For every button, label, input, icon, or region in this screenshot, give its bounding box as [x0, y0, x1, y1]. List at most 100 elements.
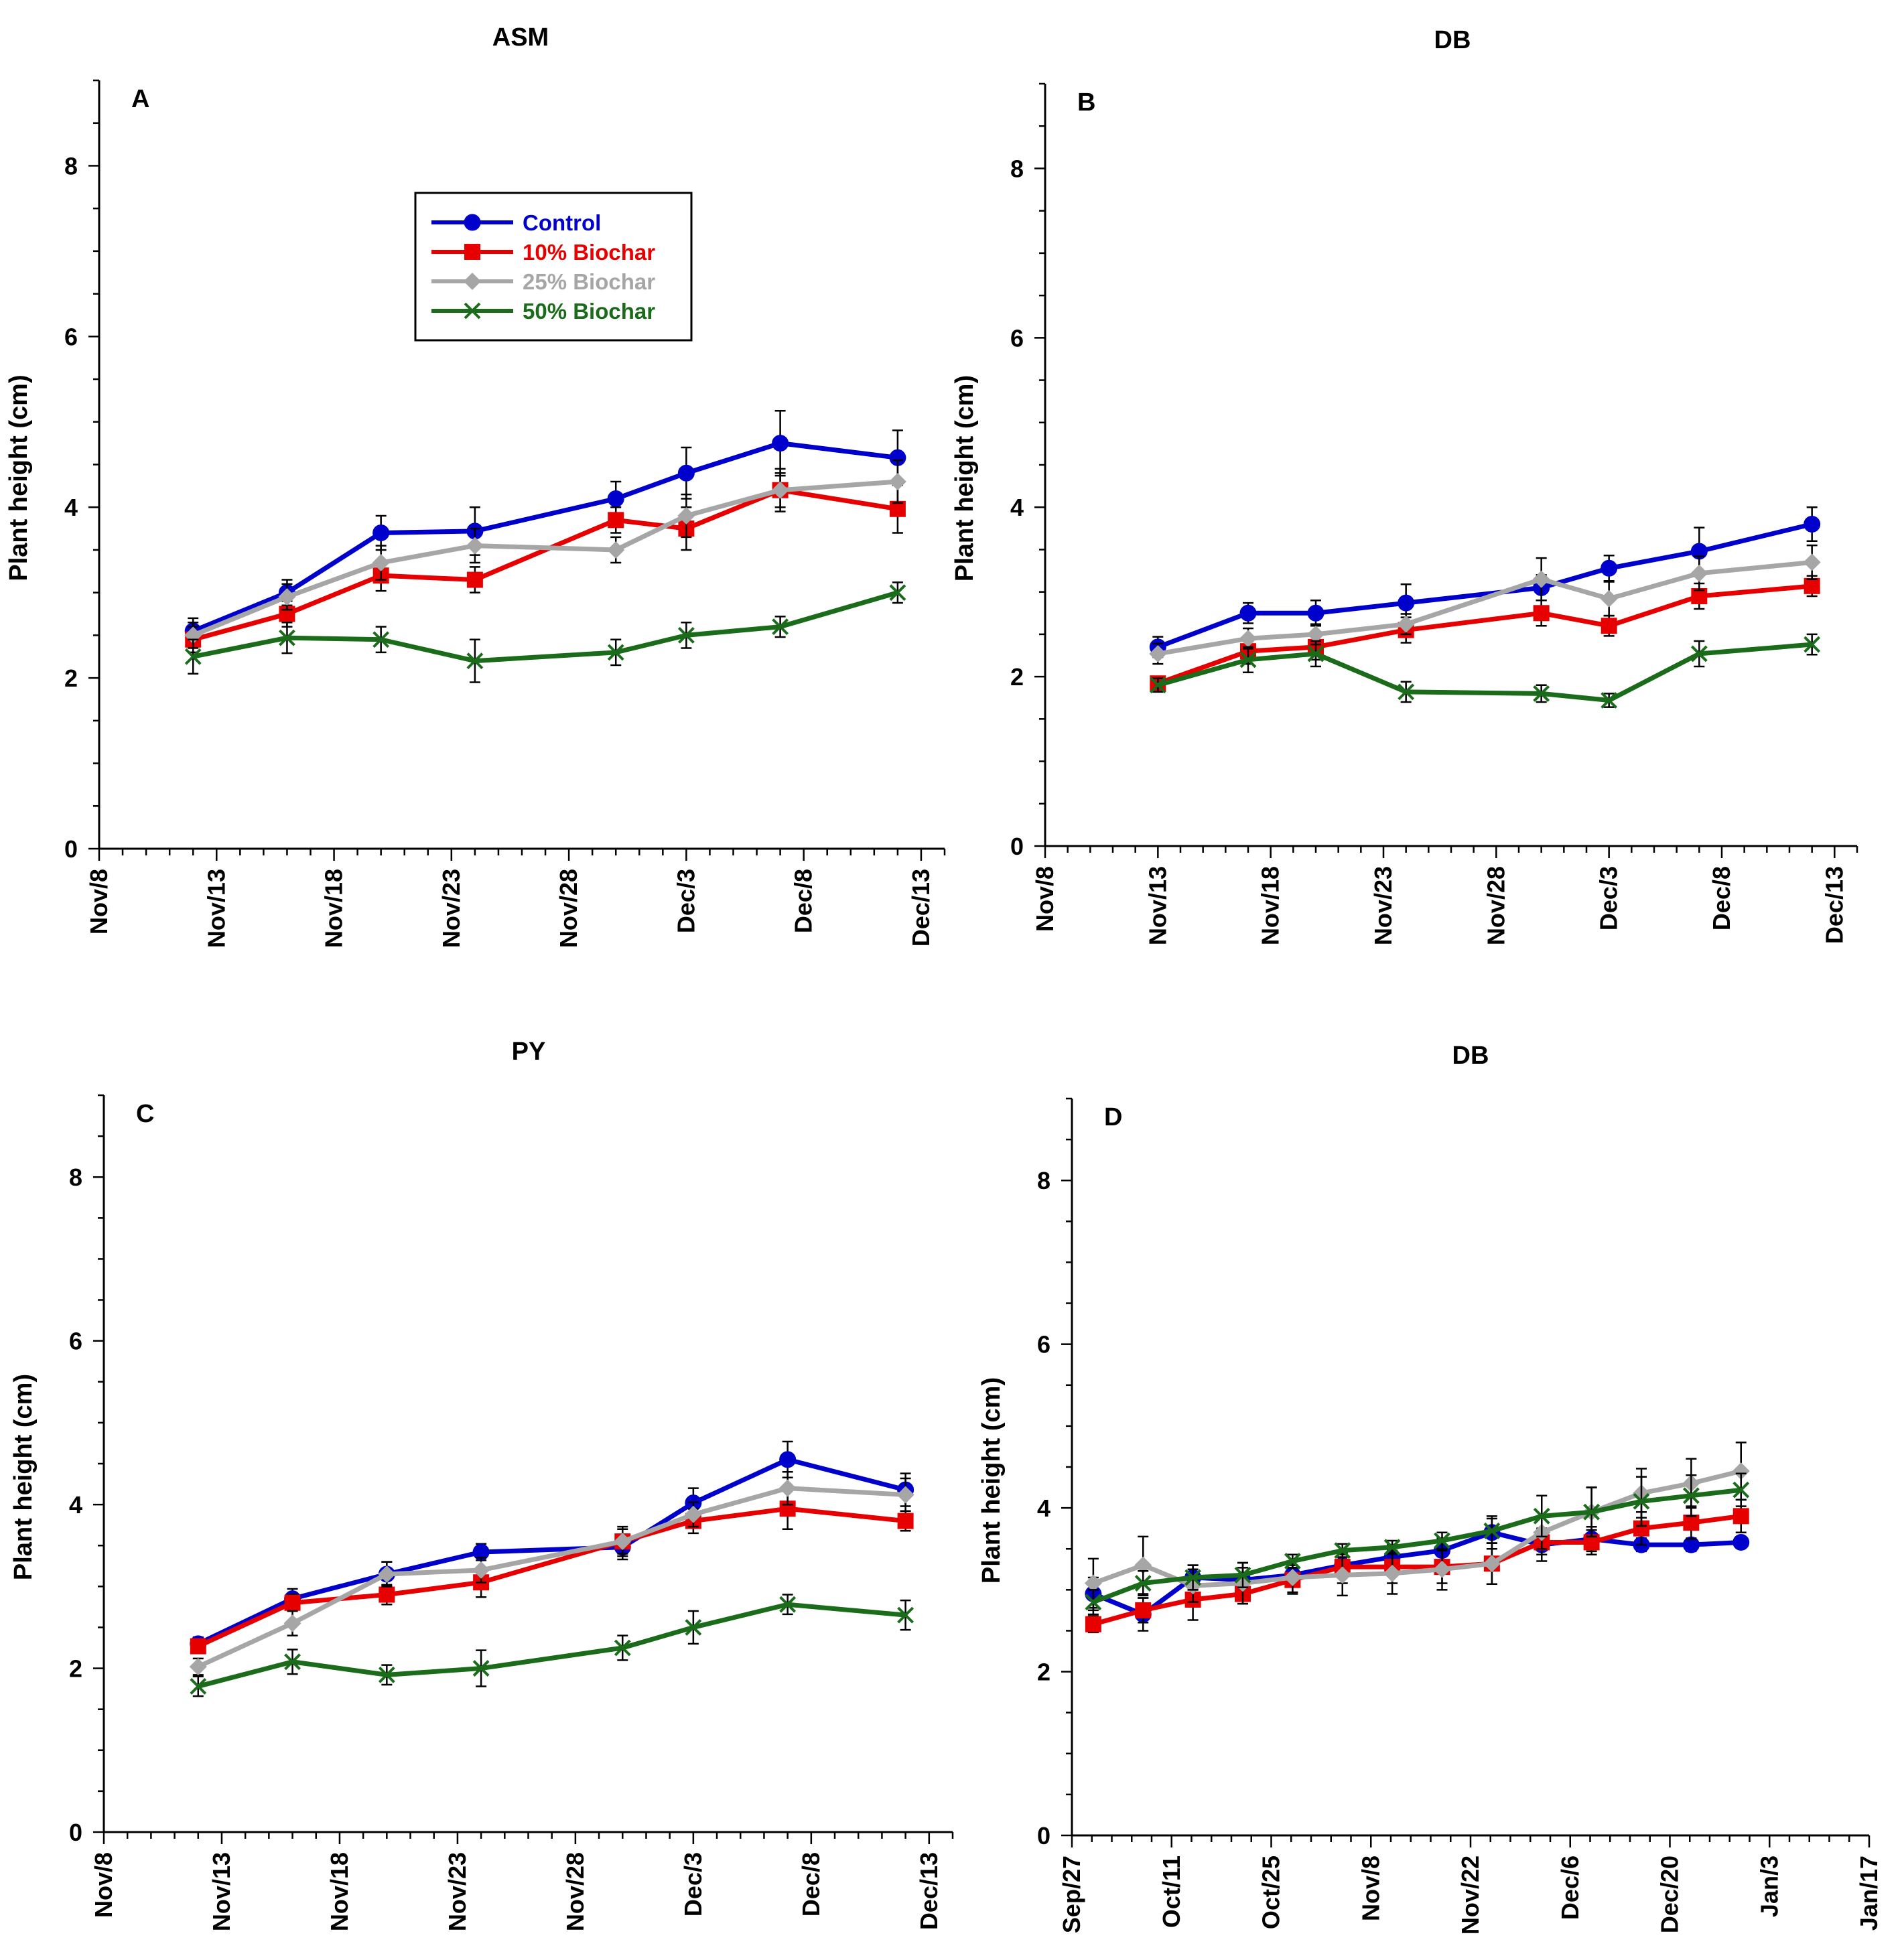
x-tick-label: Nov/28: [555, 869, 582, 948]
legend-label: Control: [523, 210, 601, 235]
data-point: [1307, 645, 1324, 662]
panel-title: DB: [1452, 1042, 1489, 1070]
data-point: [1533, 1507, 1550, 1525]
series-10-biochar: [1085, 1498, 1749, 1634]
panel-letter: C: [136, 1100, 154, 1128]
x-tick-label: Nov/28: [1482, 866, 1509, 945]
y-tick-label: 4: [64, 494, 78, 521]
data-point: [378, 1565, 396, 1583]
x-tick-label: Dec/3: [1595, 866, 1623, 930]
series-line: [197, 1602, 906, 1689]
x-tick-label: Dec/6: [1556, 1856, 1584, 1920]
y-tick-label: 4: [1010, 494, 1024, 521]
data-point: [1633, 1492, 1650, 1510]
series-50-biochar: [1149, 633, 1821, 709]
x-tick-label: Nov/18: [320, 869, 348, 948]
x-tick-label: Nov/23: [444, 1852, 471, 1931]
data-point: [685, 1619, 702, 1636]
data-point: [607, 644, 624, 661]
data-point: [284, 1653, 301, 1671]
series-line: [197, 1506, 906, 1649]
legend-entry: Control: [431, 210, 601, 235]
data-point: [779, 1451, 797, 1468]
x-tick-label: Nov/8: [85, 869, 113, 934]
data-point: [896, 1486, 914, 1504]
series-25-biochar: [189, 1470, 914, 1676]
panel-b: 0 2 4 6 8 Nov/8 Nov/13 Nov/18 Nov/23 Nov/28 Dec/3 D…: [951, 26, 1858, 945]
data-point: [1397, 615, 1415, 633]
y-tick-label: 8: [64, 152, 78, 180]
data-point: [1307, 604, 1324, 622]
data-point: [1682, 1487, 1700, 1505]
legend-marker: [464, 214, 481, 231]
series-line: [1157, 642, 1812, 703]
data-point: [1483, 1555, 1501, 1573]
data-point: [1239, 651, 1257, 669]
data-point: [1533, 685, 1550, 702]
x-tick-label: Nov/13: [208, 1852, 235, 1931]
data-point: [1398, 683, 1415, 701]
data-point: [1085, 1616, 1101, 1632]
data-point: [897, 1606, 914, 1624]
panel-c: 0 2 4 6 8 Nov/8 Nov/13 Nov/18 Nov/23 Nov/28 Dec/3 D…: [9, 1038, 954, 1931]
series-line: [197, 1486, 906, 1669]
data-point: [1583, 1503, 1601, 1521]
data-point: [677, 626, 695, 644]
data-point: [184, 648, 202, 665]
data-point: [1532, 570, 1550, 588]
series-line: [1092, 1487, 1742, 1604]
x-tick-label: Jan/17: [1855, 1856, 1883, 1931]
series-50-biochar: [184, 581, 906, 683]
y-tick-label: 4: [69, 1491, 82, 1519]
y-tick-label: 6: [1010, 324, 1024, 352]
data-point: [772, 435, 789, 452]
data-point: [190, 1678, 207, 1695]
x-tick-label: Oct/11: [1158, 1856, 1185, 1928]
series-line: [192, 441, 898, 634]
legend-entry: 25% Biochar: [431, 269, 655, 294]
data-point: [372, 554, 390, 572]
x-tick-label: Dec/8: [790, 869, 817, 933]
y-tick-label: 6: [69, 1328, 82, 1355]
series-10-biochar: [190, 1487, 914, 1655]
legend-marker: [464, 302, 481, 320]
data-point: [771, 481, 789, 499]
series-50-biochar: [190, 1594, 914, 1697]
data-point: [889, 584, 906, 602]
data-point: [378, 1666, 395, 1683]
y-tick-label: 2: [69, 1655, 82, 1683]
y-tick-label: 2: [1010, 663, 1024, 691]
y-tick-label: 2: [1037, 1659, 1050, 1686]
x-tick-label: Dec/13: [915, 1852, 943, 1930]
x-tick-label: Dec/13: [907, 869, 935, 947]
data-point: [1234, 1566, 1251, 1584]
x-tick-label: Dec/3: [672, 869, 699, 933]
data-point: [897, 1513, 914, 1529]
series-50-biochar: [1085, 1472, 1750, 1616]
legend-entry: 10% Biochar: [431, 240, 655, 265]
data-point: [1803, 553, 1821, 571]
data-point: [1683, 1515, 1700, 1531]
data-point: [614, 1533, 632, 1551]
x-tick-label: Sep/27: [1058, 1856, 1085, 1933]
data-point: [614, 1639, 631, 1657]
data-point: [684, 1505, 702, 1523]
y-tick-label: 4: [1037, 1494, 1050, 1522]
series-line: [1157, 522, 1813, 650]
panel-a: 0 2 4 6 8 Nov/8 Nov/13 Nov/18 Nov/23 Nov/28 Dec/3 D…: [5, 23, 946, 948]
panel-letter: A: [131, 85, 149, 113]
data-point: [1804, 516, 1821, 533]
data-point: [1307, 625, 1324, 643]
y-axis-label: Plant height (cm): [951, 375, 979, 581]
series-10-biochar: [185, 468, 906, 654]
data-point: [1239, 604, 1257, 622]
x-tick-label: Nov/13: [1144, 866, 1171, 945]
data-point: [1149, 677, 1166, 694]
y-tick-label: 0: [1037, 1822, 1050, 1849]
y-tick-label: 0: [69, 1819, 82, 1846]
data-point: [608, 512, 624, 529]
data-point: [466, 652, 484, 670]
x-tick-label: Nov/18: [1257, 866, 1284, 945]
x-tick-label: Nov/13: [202, 869, 230, 948]
data-point: [1239, 630, 1257, 648]
